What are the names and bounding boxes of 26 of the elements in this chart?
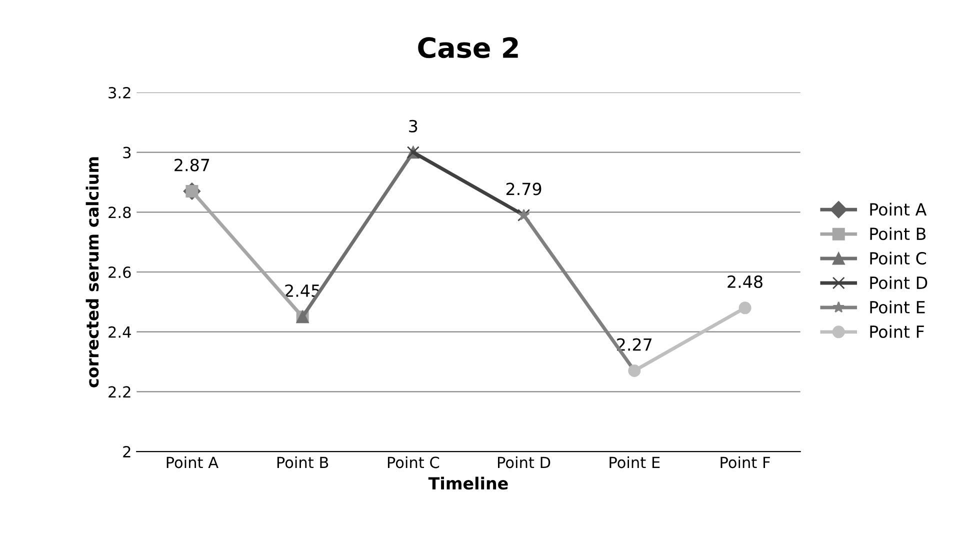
chart-title: Case 2	[418, 37, 518, 58]
data-label: 3	[409, 120, 418, 132]
x-tick-label: Point C	[388, 456, 440, 468]
legend-label: Point E	[870, 300, 925, 314]
x-tick-label: Point E	[610, 456, 660, 468]
x-tick-label: Point F	[720, 456, 770, 468]
legend-label: Point F	[870, 325, 924, 338]
x-axis-title: Timeline	[428, 476, 508, 490]
x-tick-label: Point B	[277, 456, 328, 468]
legend-label: Point B	[870, 227, 926, 240]
x-tick-label: Point D	[498, 456, 550, 468]
y-axis-title: corrected serum calcium	[86, 157, 99, 388]
legend-label: Point D	[870, 276, 928, 290]
y-tick-label: 2.2	[108, 386, 130, 398]
data-label: 2.87	[174, 158, 210, 172]
y-tick-label: 2	[123, 446, 130, 458]
data-label: 2.48	[728, 275, 762, 288]
y-tick-label: 2.4	[108, 326, 131, 338]
y-tick-label: 3	[123, 146, 131, 158]
legend-label: Point A	[870, 202, 927, 216]
legend-label: Point C	[870, 252, 926, 265]
y-tick-label: 2.8	[108, 206, 131, 218]
x-tick-label: Point A	[166, 456, 218, 468]
data-label: 2.79	[506, 182, 542, 196]
y-tick-label: 2.6	[108, 266, 131, 278]
y-tick-label: 3.2	[108, 86, 130, 98]
